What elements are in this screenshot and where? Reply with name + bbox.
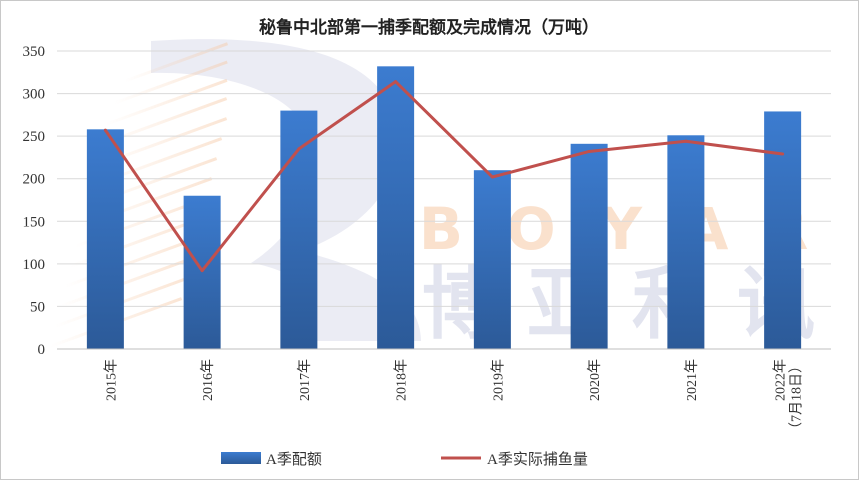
x-tick-label: 2020年 <box>587 359 603 401</box>
x-tick-label: 2022年 （7月18日） <box>773 359 805 436</box>
y-tick-label: 250 <box>23 129 46 145</box>
legend-line-label: A季实际捕鱼量 <box>487 450 588 468</box>
y-tick-label: 0 <box>38 342 46 358</box>
y-axis-ticks: 0 50 100 150 200 250 300 350 <box>23 44 46 358</box>
x-tick-label: 2017年 <box>297 359 313 401</box>
x-tick-text: 2021年 <box>684 359 700 401</box>
x-tick-text: 2018年 <box>394 359 410 401</box>
y-tick-label: 300 <box>23 87 46 103</box>
x-tick-text: 2017年 <box>297 359 313 401</box>
bar <box>183 195 221 349</box>
line-point <box>781 152 785 156</box>
y-tick-label: 350 <box>23 44 46 60</box>
bar <box>473 170 511 349</box>
x-tick-text: 2022年 <box>773 359 789 401</box>
x-axis-ticks: 2015年 2016年 2017年 2018年 2019年 2020年 2021年 2022年… <box>103 359 804 436</box>
x-tick-label: 2015年 <box>103 359 119 401</box>
bar <box>377 66 415 349</box>
x-tick-label: 2016年 <box>200 359 216 401</box>
legend-bar-label: A季配额 <box>266 451 322 468</box>
line-point <box>684 139 688 143</box>
x-tick-label: 2018年 <box>394 359 410 401</box>
line-point <box>103 128 107 132</box>
chart-title: 秘鲁中北部第一捕季配额及完成情况（万吨） <box>259 17 599 38</box>
x-tick-text: 2016年 <box>200 359 216 401</box>
y-tick-label: 150 <box>23 214 46 230</box>
watermark-letter: O <box>506 195 555 263</box>
bar <box>86 129 124 349</box>
line-point <box>200 269 204 273</box>
line-series <box>103 80 785 273</box>
x-tick-label: 2019年 <box>490 359 506 401</box>
watermark-swoosh <box>151 39 421 342</box>
line-point <box>587 149 591 153</box>
x-tick-text: 2015年 <box>103 359 119 401</box>
bar <box>667 135 705 349</box>
y-tick-label: 200 <box>23 172 46 188</box>
line-point <box>394 80 398 84</box>
x-tick-text: 2019年 <box>490 359 506 401</box>
bar <box>764 111 802 349</box>
legend-bar-swatch <box>221 452 261 464</box>
bar <box>570 143 608 349</box>
x-tick-text: 2020年 <box>587 359 603 401</box>
line-path <box>104 80 783 273</box>
x-tick-text: （7月18日） <box>789 359 805 436</box>
line-point <box>297 147 301 151</box>
y-tick-label: 100 <box>23 257 46 273</box>
x-tick-label: 2021年 <box>684 359 700 401</box>
line-point <box>490 175 494 179</box>
y-tick-label: 50 <box>30 299 45 315</box>
watermark-letter: B <box>419 195 463 263</box>
legend: A季配额 A季实际捕鱼量 <box>221 450 588 468</box>
bar-series <box>86 66 802 349</box>
bar <box>280 110 318 349</box>
